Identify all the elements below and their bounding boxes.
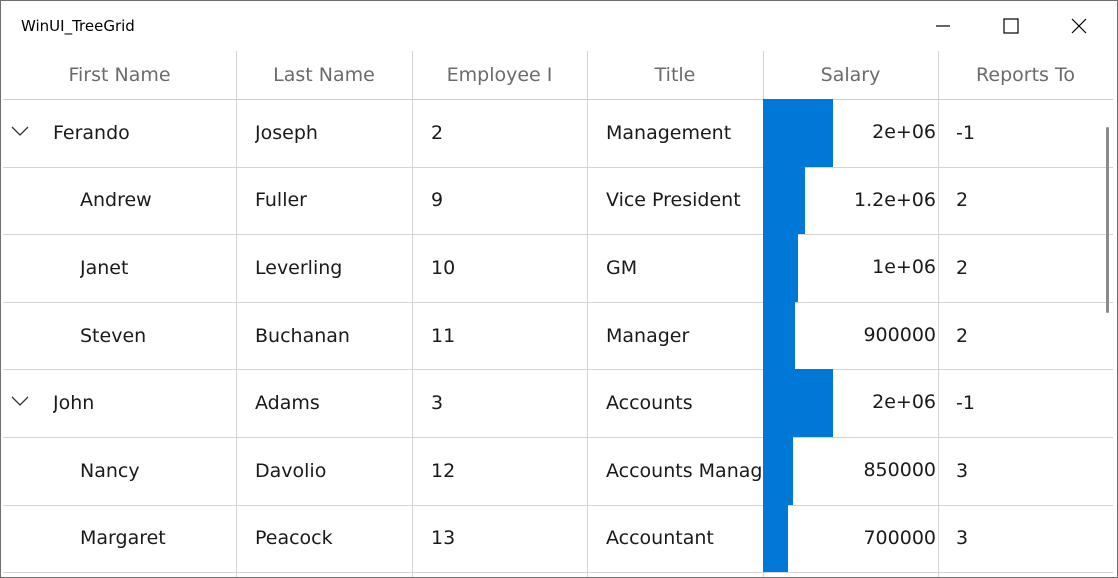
last-name-cell: Joseph (255, 121, 318, 144)
close-icon (1071, 18, 1087, 34)
column-header-employee-id[interactable]: Employee I (412, 51, 587, 100)
column-divider (587, 51, 588, 577)
last-name-cell: Fuller (255, 189, 307, 212)
reports-to-cell: -1 (956, 121, 975, 144)
row-divider (3, 504, 1113, 506)
employee-id-cell: 2 (431, 121, 444, 144)
column-divider (412, 51, 413, 577)
column-header-last-name[interactable]: Last Name (236, 51, 412, 100)
employee-id-cell: 12 (431, 459, 456, 482)
employee-id-cell: 11 (431, 324, 456, 347)
last-name-cell: Adams (255, 392, 320, 415)
column-header-salary[interactable]: Salary (763, 51, 938, 100)
column-header-first-name[interactable]: First Name (3, 51, 236, 100)
salary-value: 850000 (863, 459, 936, 481)
column-header-title[interactable]: Title (587, 51, 763, 100)
salary-value: 1e+06 (872, 256, 936, 279)
salary-value: 2e+06 (872, 391, 936, 414)
last-name-cell: Leverling (255, 256, 343, 279)
salary-value: 1.2e+06 (853, 188, 936, 211)
column-header-reports-to[interactable]: Reports To (938, 51, 1113, 100)
title-cell: Management (606, 121, 732, 144)
column-divider (236, 51, 237, 577)
first-name-cell: Nancy (80, 459, 140, 482)
row-divider (3, 166, 1113, 168)
employee-id-cell: 10 (431, 256, 456, 279)
first-name-cell: Margaret (80, 527, 166, 550)
reports-to-cell: -1 (956, 392, 975, 415)
salary-value: 700000 (863, 526, 936, 549)
row-divider (3, 572, 1113, 574)
reports-to-cell: 2 (956, 256, 969, 279)
row-divider (3, 301, 1113, 303)
reports-to-cell: 3 (956, 459, 969, 482)
row-divider (3, 369, 1113, 371)
salary-bar (763, 504, 788, 573)
expand-chevron-icon[interactable] (11, 125, 29, 137)
last-name-cell: Peacock (255, 527, 333, 550)
salary-bar (763, 369, 833, 437)
title-cell: Accounts Manager (606, 459, 763, 482)
salary-value: 2e+06 (872, 121, 936, 143)
salary-bar (763, 166, 805, 235)
first-name-cell: Ferando (53, 121, 130, 144)
employee-id-cell: 3 (431, 392, 444, 415)
reports-to-cell: 2 (956, 324, 969, 347)
salary-bar (763, 437, 793, 505)
salary-bar (763, 234, 798, 302)
employee-id-cell: 9 (431, 189, 444, 212)
maximize-button[interactable] (977, 1, 1045, 51)
salary-bar (763, 301, 795, 370)
row-divider (3, 234, 1113, 236)
tree-grid[interactable]: First Name Last Name Employee I Title Salary… (3, 51, 1113, 577)
first-name-cell: John (53, 392, 95, 415)
title-bar[interactable]: WinUI_TreeGrid (1, 1, 1117, 51)
window-title: WinUI_TreeGrid (21, 17, 135, 35)
minimize-icon (936, 25, 950, 27)
title-cell: Manager (606, 324, 690, 347)
maximize-icon (1003, 18, 1019, 34)
title-cell: Vice President (606, 189, 741, 212)
last-name-cell: Buchanan (255, 324, 350, 347)
employee-id-cell: 13 (431, 527, 456, 550)
first-name-cell: Janet (80, 256, 129, 279)
title-cell: Accountant (606, 527, 714, 550)
minimize-button[interactable] (909, 1, 977, 51)
reports-to-cell: 3 (956, 527, 969, 550)
close-button[interactable] (1045, 1, 1113, 51)
last-name-cell: Davolio (255, 459, 327, 482)
expand-chevron-icon[interactable] (11, 395, 29, 407)
salary-bar (763, 99, 833, 167)
column-divider (938, 51, 939, 577)
reports-to-cell: 2 (956, 189, 969, 212)
vertical-scrollbar[interactable] (1106, 127, 1109, 313)
first-name-cell: Steven (80, 324, 147, 347)
row-divider (3, 437, 1113, 438)
title-cell: GM (606, 256, 638, 279)
first-name-cell: Andrew (80, 189, 152, 212)
salary-value: 900000 (863, 323, 936, 346)
title-cell: Accounts (606, 392, 693, 415)
